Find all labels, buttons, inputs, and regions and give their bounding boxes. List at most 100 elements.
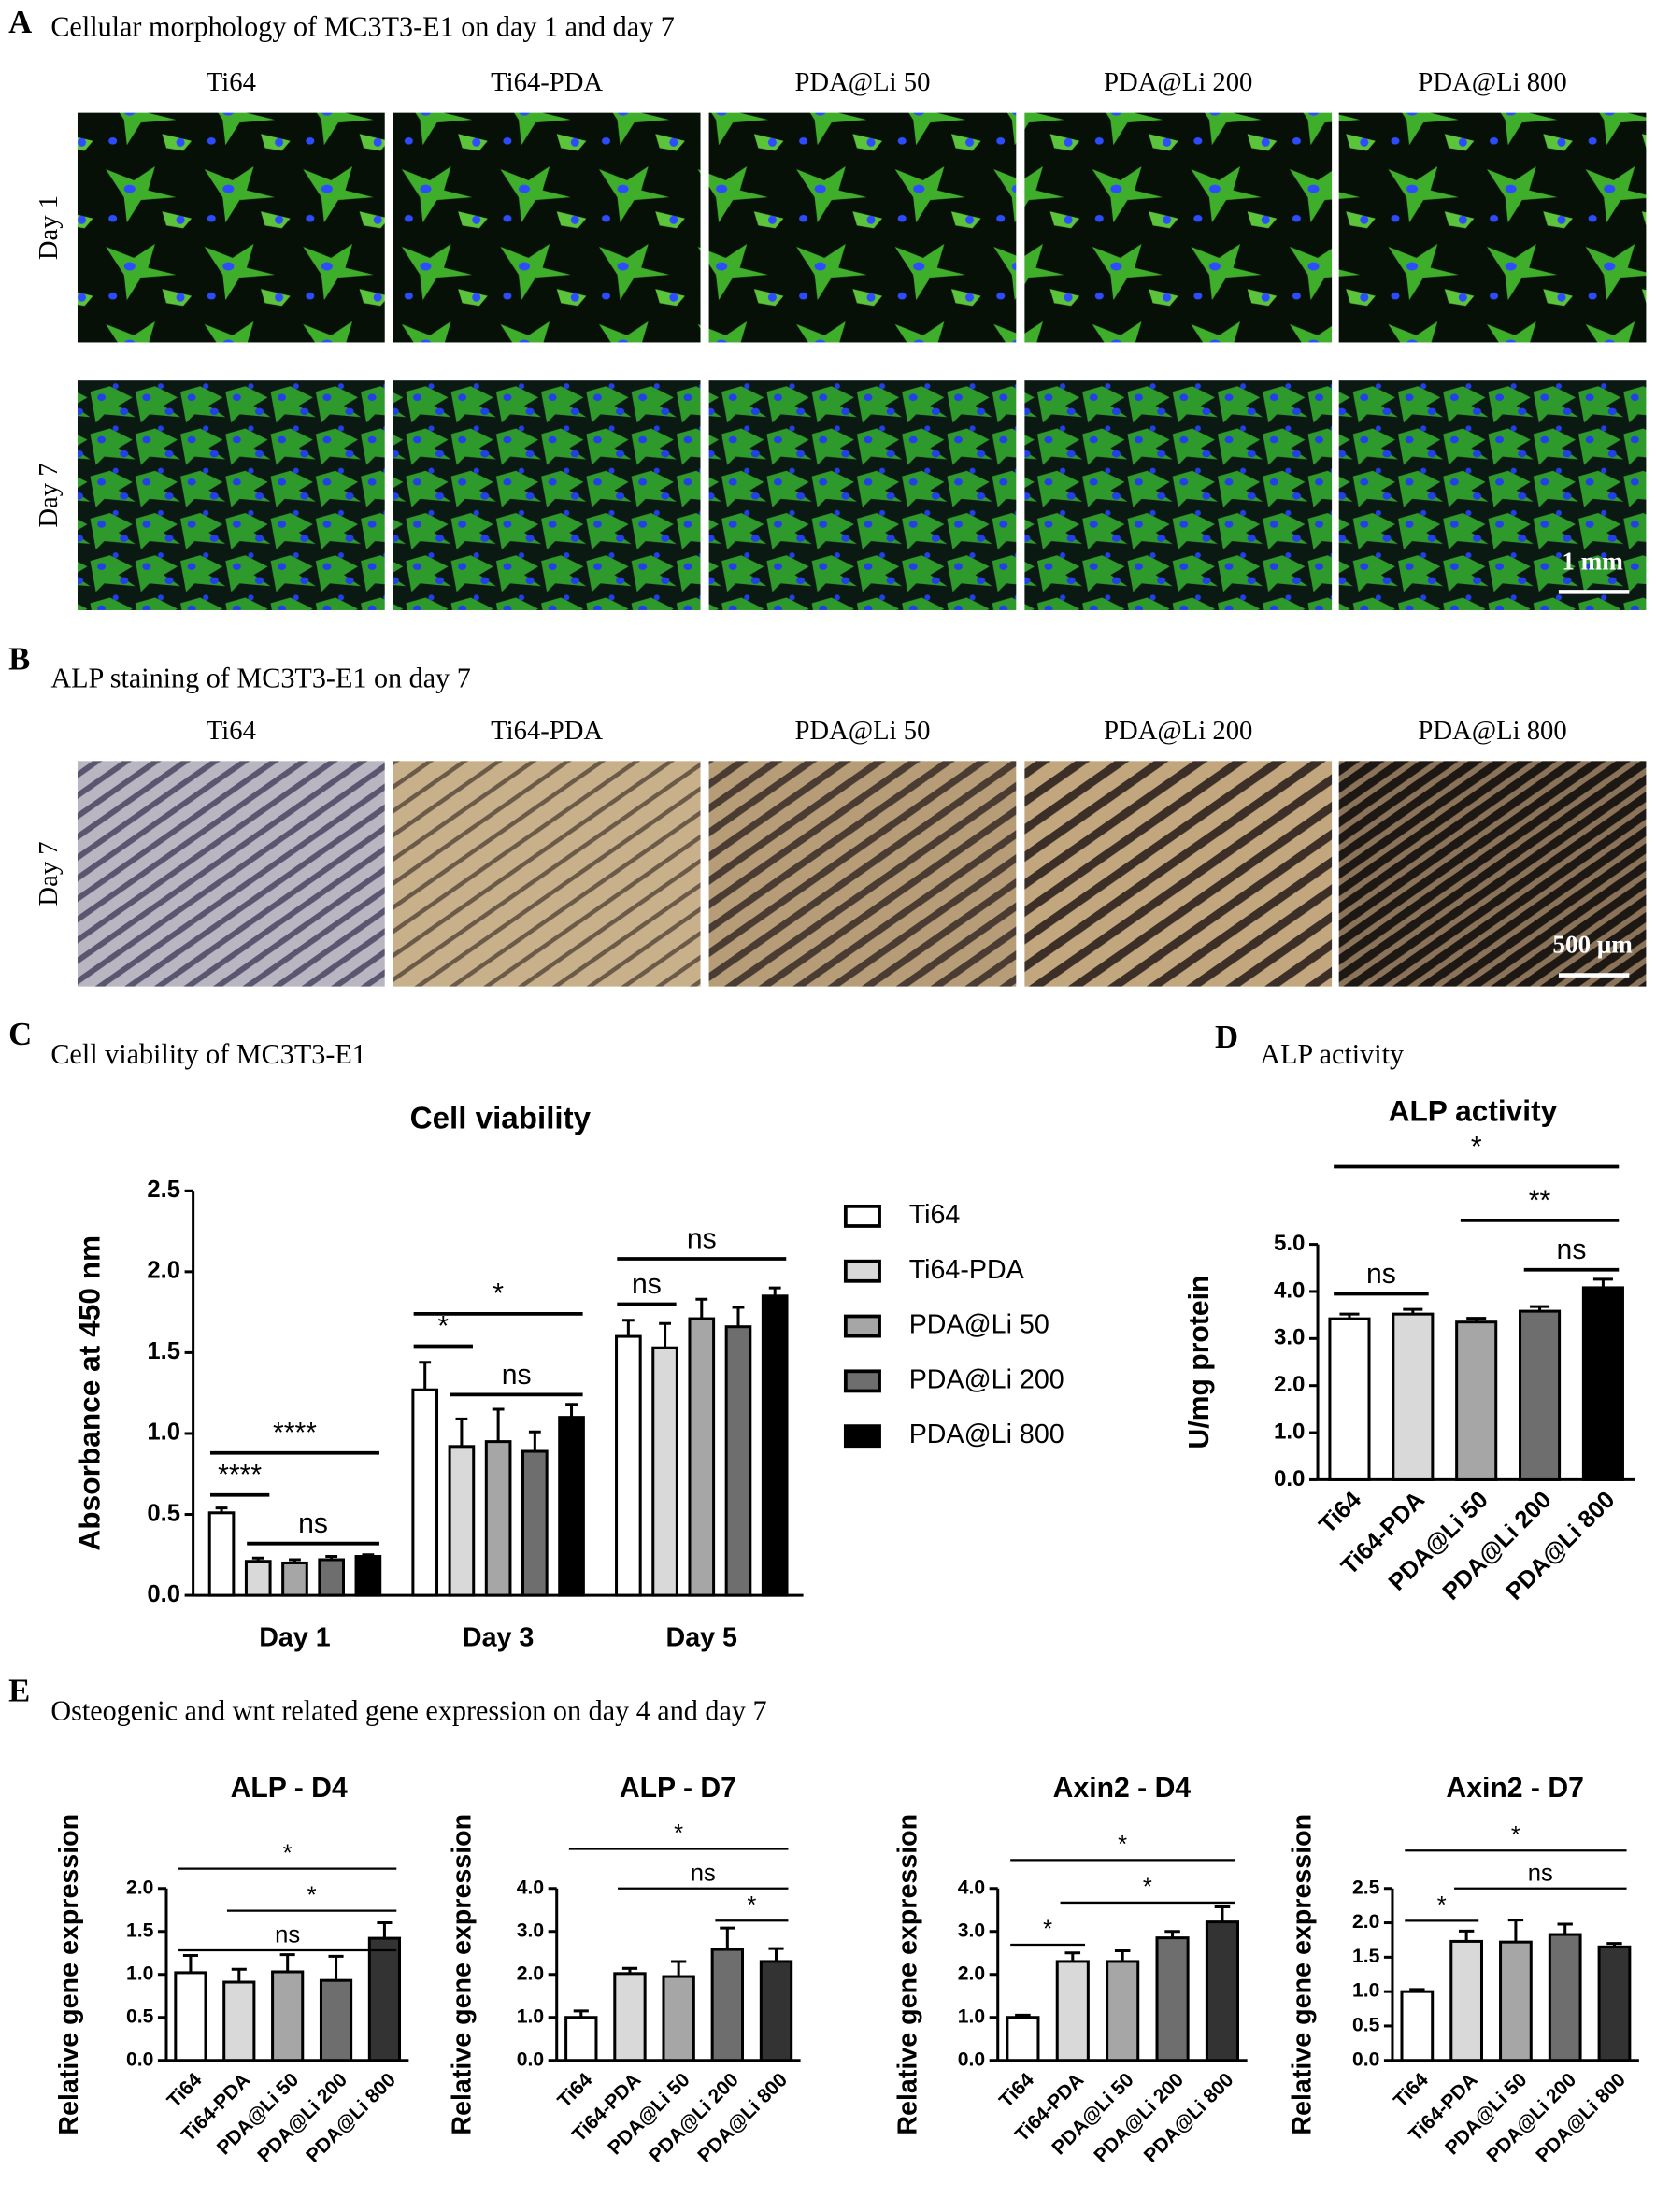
y-tick-label: 2.0 bbox=[126, 1877, 153, 1898]
y-tick-label: 4.0 bbox=[1274, 1277, 1306, 1303]
bar bbox=[1581, 1286, 1624, 1481]
bar bbox=[1597, 1945, 1632, 2062]
micrograph bbox=[77, 112, 385, 343]
y-tick-label: 0.0 bbox=[1274, 1466, 1306, 1491]
micrograph bbox=[708, 380, 1017, 610]
bar bbox=[613, 1972, 647, 2062]
significance-label: * bbox=[1143, 1875, 1152, 1901]
significance-label: ns bbox=[1528, 1860, 1553, 1886]
bar bbox=[1548, 1933, 1582, 2062]
micrograph bbox=[393, 112, 701, 343]
column-header: PDA@Li 800 bbox=[1418, 716, 1566, 746]
panel-title: ALP activity bbox=[1260, 1038, 1404, 1070]
y-tick-label: 3.0 bbox=[1274, 1325, 1306, 1350]
error-bar bbox=[1557, 1922, 1573, 1935]
significance-label: **** bbox=[273, 1418, 317, 1449]
significance-label: ns bbox=[1366, 1259, 1396, 1290]
y-tick-label: 2.0 bbox=[958, 1962, 985, 1984]
y-axis-label: Relative gene expression bbox=[448, 1814, 478, 2135]
bar bbox=[615, 1334, 642, 1597]
chart-title: ALP - D4 bbox=[231, 1773, 348, 1804]
bar bbox=[367, 1936, 402, 2062]
scale-bar-label: 500 μm bbox=[1552, 931, 1633, 959]
legend-swatch bbox=[843, 1369, 881, 1393]
scale-bar-label: 1 mm bbox=[1562, 547, 1623, 575]
significance-label: * bbox=[437, 1311, 449, 1342]
y-tick-label: 2.5 bbox=[1352, 1877, 1380, 1898]
y-tick-label: 1.5 bbox=[1352, 1946, 1380, 1967]
legend-label: Ti64-PDA bbox=[909, 1255, 1025, 1285]
error-bar bbox=[1114, 1948, 1131, 1962]
x-tick-label: Day 5 bbox=[666, 1622, 737, 1652]
error-bar bbox=[1214, 1905, 1231, 1922]
column-header: PDA@Li 800 bbox=[1418, 67, 1566, 97]
column-header: Ti64 bbox=[207, 716, 256, 746]
panel-label: E bbox=[8, 1673, 30, 1709]
y-tick-label: 1.5 bbox=[126, 1919, 154, 1941]
y-tick-label: 0.0 bbox=[958, 2048, 985, 2070]
y-tick-label: 2.0 bbox=[147, 1258, 180, 1284]
bar bbox=[724, 1325, 752, 1597]
bar bbox=[411, 1388, 439, 1597]
micrograph bbox=[708, 761, 1017, 987]
error-bar bbox=[621, 1966, 638, 1974]
bar bbox=[662, 1975, 695, 2062]
error-bar bbox=[279, 1953, 295, 1972]
bar bbox=[448, 1445, 476, 1597]
error-bar bbox=[215, 1506, 228, 1513]
error-bar bbox=[362, 1553, 375, 1557]
error-bar bbox=[732, 1306, 745, 1327]
micrograph bbox=[77, 380, 385, 610]
bar bbox=[244, 1560, 272, 1597]
column-header: Ti64-PDA bbox=[491, 716, 603, 746]
significance-label: ns bbox=[275, 1922, 300, 1948]
error-bar bbox=[419, 1361, 432, 1391]
error-bar bbox=[231, 1967, 247, 1983]
error-bar bbox=[528, 1430, 541, 1452]
bar bbox=[651, 1346, 678, 1597]
column-header: Ti64 bbox=[207, 67, 256, 97]
bar bbox=[271, 1970, 305, 2062]
bar bbox=[1205, 1920, 1240, 2062]
error-bar bbox=[1458, 1929, 1475, 1942]
bar bbox=[319, 1978, 353, 2062]
panel-title: Cell viability of MC3T3-E1 bbox=[50, 1038, 366, 1070]
y-tick-label: 0.5 bbox=[147, 1500, 180, 1526]
column-header: PDA@Li 200 bbox=[1104, 716, 1252, 746]
bar bbox=[1055, 1960, 1090, 2062]
column-header: PDA@Li 50 bbox=[794, 716, 930, 746]
significance-label: * bbox=[1118, 1832, 1127, 1858]
error-bar bbox=[325, 1555, 338, 1560]
error-bar bbox=[1606, 1942, 1622, 1948]
micrograph bbox=[393, 380, 701, 610]
significance-label: ns bbox=[691, 1860, 716, 1886]
bar bbox=[761, 1294, 789, 1597]
x-tick-label: Ti64 bbox=[1390, 2069, 1433, 2112]
y-tick-label: 1.0 bbox=[1352, 1980, 1379, 2002]
error-bar bbox=[573, 2009, 589, 2018]
legend-swatch bbox=[843, 1204, 881, 1228]
y-tick-label: 1.0 bbox=[958, 2005, 985, 2027]
significance-label: * bbox=[674, 1820, 683, 1847]
micrograph bbox=[708, 112, 1017, 343]
y-tick-label: 0.0 bbox=[126, 2048, 153, 2070]
bar bbox=[484, 1440, 512, 1597]
y-tick-label: 0.5 bbox=[1352, 2015, 1380, 2036]
error-bar bbox=[455, 1417, 468, 1447]
error-bar bbox=[565, 1403, 578, 1418]
legend-label: Ti64 bbox=[909, 1200, 961, 1230]
error-bar bbox=[1064, 1951, 1081, 1962]
micrograph bbox=[1024, 761, 1333, 987]
significance-label: * bbox=[1511, 1822, 1520, 1848]
error-bar bbox=[1339, 1312, 1360, 1320]
error-bar bbox=[1015, 2013, 1031, 2018]
chart-title: Axin2 - D7 bbox=[1446, 1773, 1583, 1804]
bar bbox=[354, 1555, 382, 1597]
y-tick-label: 2.5 bbox=[147, 1177, 180, 1203]
micrograph bbox=[1024, 112, 1333, 343]
panel-title: Osteogenic and wnt related gene expressi… bbox=[50, 1695, 766, 1727]
panel-label: D bbox=[1215, 1019, 1238, 1055]
error-bar bbox=[621, 1319, 635, 1337]
